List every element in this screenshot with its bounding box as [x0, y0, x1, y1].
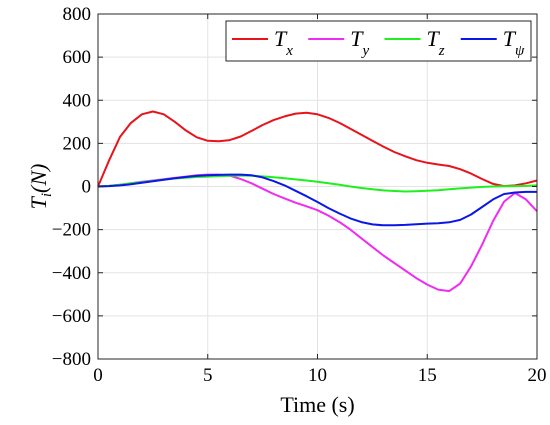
y-axis-label-main: T [26, 195, 51, 209]
x-tick-label: 20 [528, 365, 547, 386]
axis-ticks [97, 13, 538, 360]
legend: Tx Ty Tz Tψ [225, 20, 532, 62]
series-line-ψ [97, 173, 537, 227]
y-tick-label: −200 [52, 220, 91, 241]
x-tick-labels: 0 5 10 15 20 [93, 365, 546, 386]
x-tick-label: 5 [203, 365, 213, 386]
y-tick-labels: −800 −600 −400 −200 0 200 400 600 800 [52, 4, 91, 370]
legend-box [225, 20, 532, 62]
series-line-x [97, 110, 538, 188]
x-tick-label: 0 [93, 365, 103, 386]
y-tick-label: 600 [63, 47, 92, 68]
x-axis-label: Time (s) [280, 392, 354, 417]
y-tick-label: 0 [82, 177, 92, 198]
legend-label: Tz [427, 26, 445, 59]
y-tick-label: −600 [52, 306, 91, 327]
y-tick-label: −800 [52, 349, 91, 370]
legend-label: Ty [350, 26, 369, 59]
x-tick-label: 15 [418, 365, 437, 386]
legend-label: Tψ [503, 26, 525, 59]
x-tick-label: 10 [308, 365, 327, 386]
series-lines [97, 110, 538, 293]
y-axis-label: Ti(N) [26, 164, 55, 210]
y-axis-label-sub: i [39, 193, 55, 197]
y-axis-label-unit: (N) [26, 164, 51, 193]
legend-label: Tx [274, 26, 293, 59]
y-tick-label: 800 [63, 4, 92, 25]
y-tick-label: 400 [63, 90, 92, 111]
y-tick-label: 200 [63, 133, 92, 154]
y-tick-label: −400 [52, 263, 91, 284]
grid [97, 13, 538, 360]
